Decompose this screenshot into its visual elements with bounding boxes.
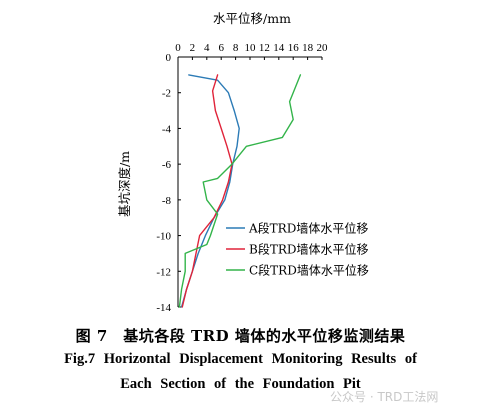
x-tick-label: 0: [175, 42, 181, 54]
figure-caption-english-line2: Each Section of the Foundation Pit: [120, 376, 361, 392]
series-line-1: [180, 74, 240, 308]
y-tick-label: 0: [166, 52, 172, 64]
legend-label-1: A段TRD墙体水平位移: [248, 221, 368, 236]
x-tick-label: 16: [288, 42, 300, 54]
chart-svg: 0 2 4 6 8 10 12 14 16 18 200-2-4-6-8-10-12-14水平位移/…: [117, 11, 369, 314]
x-axis-title: 水平位移/mm: [213, 11, 291, 26]
figure-caption-english-line1: Fig.7 Horizontal Displacement Monitoring…: [64, 351, 417, 367]
legend-label-3: C段TRD墙体水平位移: [249, 263, 369, 278]
series-line-2: [181, 74, 233, 308]
chart-container: 0 2 4 6 8 10 12 14 16 18 20 0 -2 -4 -6 -8 -10 -12 -14 水平位移/…: [117, 11, 369, 314]
legend-label-2: B段TRD墙体水平位移: [249, 242, 368, 257]
x-tick-label: 12: [259, 42, 270, 54]
series-line-3: [178, 74, 302, 308]
x-tick-label: 2: [190, 42, 196, 54]
y-axis-title: 基坑深度/m: [117, 151, 132, 217]
legend-layer: A段TRD墙体水平位移 B段TRD墙体水平位移 C段TRD墙体水平位移: [226, 221, 369, 278]
x-tick-label: 8: [233, 42, 239, 54]
y-tick-label: -12: [156, 266, 171, 278]
y-tick-label: -8: [162, 195, 172, 207]
y-tick-label: -10: [156, 231, 171, 243]
x-tick-label: 10: [245, 42, 257, 54]
x-tick-label: 6: [218, 42, 224, 54]
figure-caption-chinese: 图 7 基坑各段 TRD 墙体的水平位移监测结果: [75, 327, 406, 345]
series-layer: [178, 74, 302, 308]
y-tick-label: -6: [162, 159, 172, 171]
y-tick-label: -14: [156, 302, 171, 314]
y-tick-label: -4: [162, 123, 172, 135]
y-tick-label: -2: [162, 88, 171, 100]
axes-layer: 0 2 4 6 8 10 12 14 16 18 200-2-4-6-8-10-12-14水平位移/…: [117, 11, 328, 314]
x-tick-label: 18: [302, 42, 314, 54]
x-tick-label: 4: [204, 42, 210, 54]
x-tick-label: 20: [317, 42, 329, 54]
watermark-text: 公众号 · TRD工法网: [330, 390, 439, 404]
x-tick-label: 14: [273, 42, 285, 54]
